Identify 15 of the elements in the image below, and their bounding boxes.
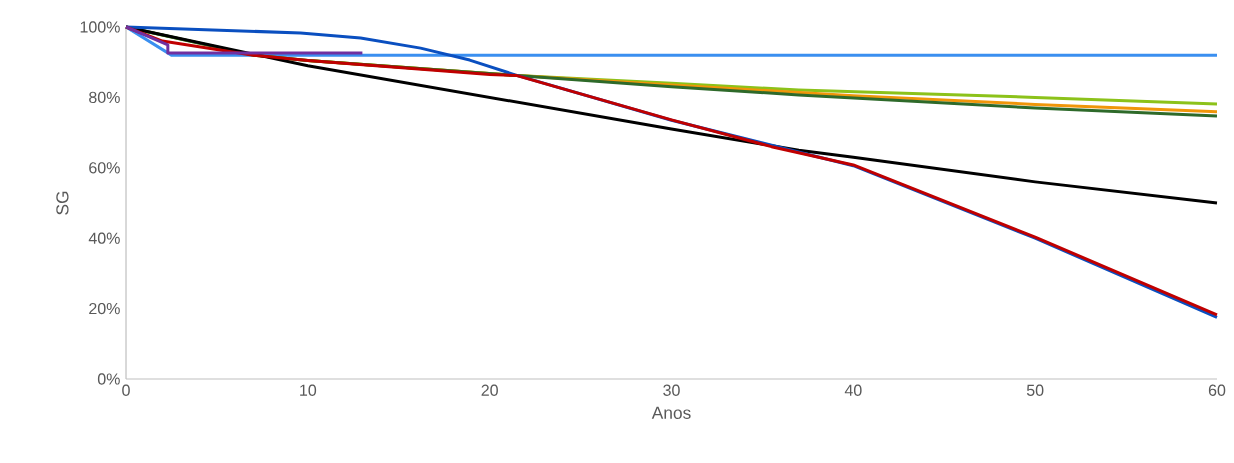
x-tick-label: 20 [481,384,498,396]
y-tick-label: 80% [89,91,120,104]
y-tick-label: 100% [80,21,120,33]
y-tick-label: 40% [88,232,120,244]
x-tick-label: 60 [1208,384,1226,396]
x-tick-label: 10 [300,384,317,396]
y-axis-title: SG [56,191,69,215]
y-tick-label: 20% [89,302,120,315]
x-tick-label: 40 [844,384,862,396]
y-tick-label: 0% [97,373,120,385]
x-tick-label: 0 [122,384,130,396]
x-axis-title: Anos [651,406,691,419]
x-tick-label: 30 [663,384,680,396]
y-tick-label: 60% [89,162,120,174]
x-tick-label: 50 [1026,384,1044,396]
